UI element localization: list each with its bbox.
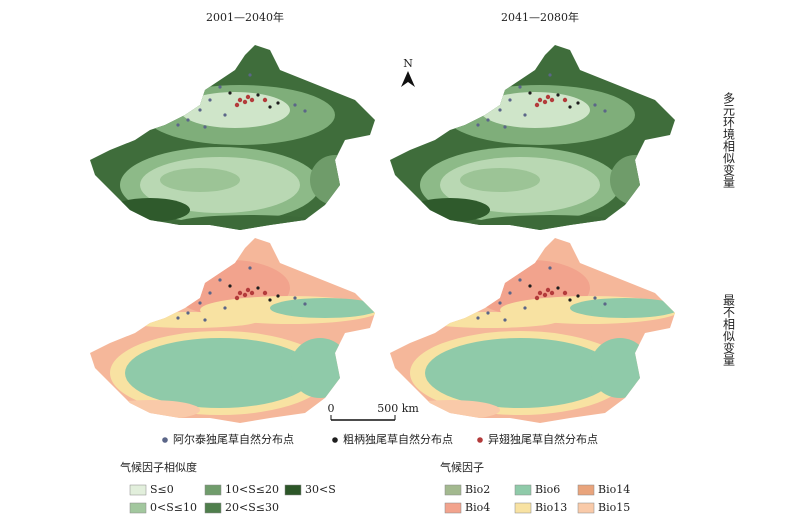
legend-label: 异翅独尾草自然分布点 <box>488 432 598 446</box>
legend-marker <box>332 437 338 443</box>
legend-swatch <box>514 502 532 514</box>
legend-swatch <box>129 484 147 496</box>
scale-bar: 0 500 km <box>328 402 419 421</box>
scale-label: 500 km <box>377 402 419 415</box>
scale-label: 0 <box>328 402 335 415</box>
legend-label: S≤0 <box>150 483 174 496</box>
legend-title: 气候因子相似度 <box>120 460 197 474</box>
legend-swatch <box>204 502 222 514</box>
column-title: 2041—2080年 <box>501 10 579 24</box>
legend-label: 0<S≤10 <box>150 501 197 514</box>
map-bottom-left <box>90 238 380 423</box>
map-top-left <box>90 45 375 235</box>
legend-swatch <box>444 484 462 496</box>
legend-label: Bio6 <box>535 483 560 496</box>
legend-label: 10<S≤20 <box>225 483 279 496</box>
row-title: 最不相似变量 <box>722 294 736 366</box>
north-arrow-shape <box>401 71 415 87</box>
column-title: 2001—2040年 <box>206 10 284 24</box>
legend-swatch <box>444 502 462 514</box>
row-title: 多元环境相似变量 <box>722 92 736 188</box>
legend-marker <box>162 437 168 443</box>
legend-label: Bio13 <box>535 501 567 514</box>
legend-label: Bio15 <box>598 501 630 514</box>
legend-swatch <box>284 484 302 496</box>
legend-marker <box>477 437 483 443</box>
legend-label: Bio4 <box>465 501 490 514</box>
legend-swatch <box>577 484 595 496</box>
legend-title: 气候因子 <box>440 460 484 474</box>
legend-label: 20<S≤30 <box>225 501 279 514</box>
north-label: N <box>403 57 413 70</box>
legend-swatch <box>577 502 595 514</box>
legend-label: Bio14 <box>598 483 630 496</box>
legend-label: 粗柄独尾草自然分布点 <box>343 432 453 446</box>
legend-swatch <box>129 502 147 514</box>
legend-swatch <box>204 484 222 496</box>
legend-label: 阿尔泰独尾草自然分布点 <box>173 432 294 446</box>
map-bottom-right <box>390 238 680 423</box>
legend-swatch <box>514 484 532 496</box>
map-top-right <box>390 45 675 235</box>
north-arrow: N <box>401 57 415 87</box>
legend-label: 30<S <box>305 483 336 496</box>
legend-label: Bio2 <box>465 483 490 496</box>
